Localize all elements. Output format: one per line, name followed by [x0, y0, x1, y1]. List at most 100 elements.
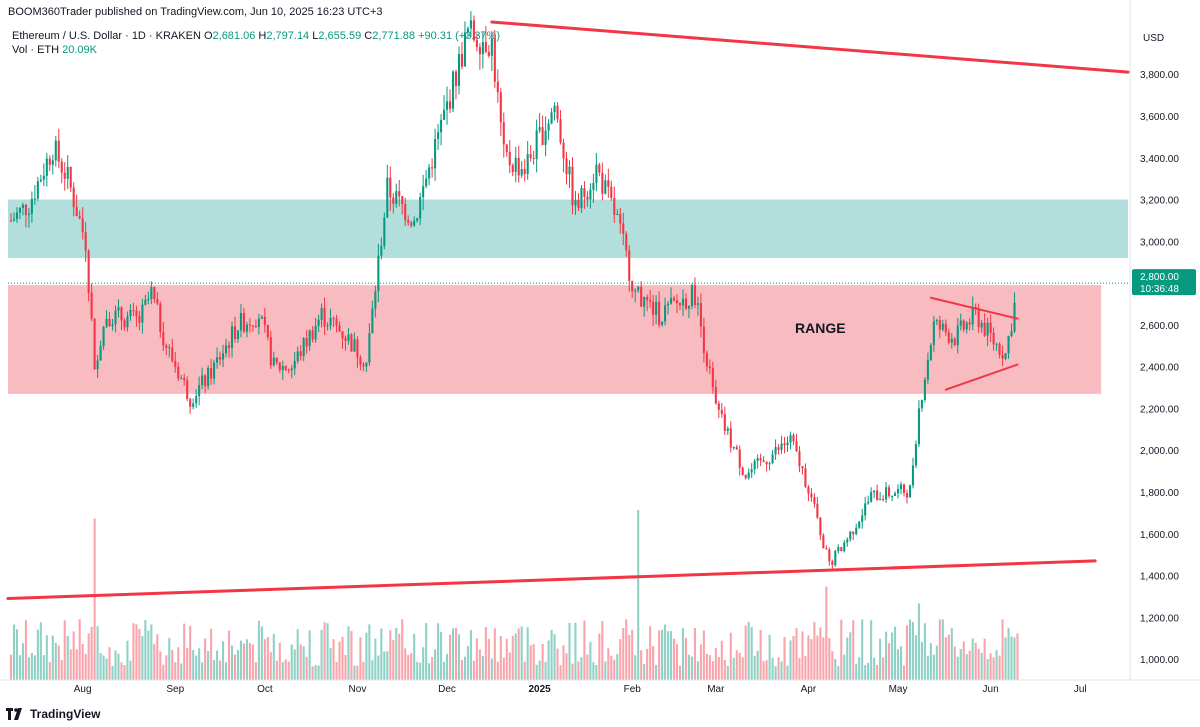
volume-bar [66, 635, 69, 680]
volume-bar [120, 662, 123, 680]
volume-bar [45, 635, 48, 680]
brand-name[interactable]: TradingView [30, 707, 101, 721]
candle-body [278, 362, 281, 371]
volume-bar [502, 657, 505, 680]
volume-bar [141, 636, 144, 680]
candle-body [747, 472, 750, 479]
volume-bar [571, 663, 574, 680]
volume-bar [15, 629, 19, 680]
volume-bar [484, 627, 487, 680]
y-tick-label: 1,200.00 [1140, 613, 1179, 624]
volume-bar [156, 634, 159, 680]
volume-bar [867, 662, 870, 680]
range-zone[interactable] [8, 285, 1102, 394]
candle-body [855, 527, 858, 535]
candle-body [771, 454, 774, 464]
volume-bar [404, 648, 407, 680]
candle-body [834, 550, 837, 566]
volume-bar [236, 649, 240, 680]
volume-bar [233, 654, 237, 680]
candle-body [577, 199, 580, 209]
candle-body [437, 132, 440, 140]
candle-body [574, 199, 577, 206]
candle-body [753, 460, 756, 470]
time-axis: Aug Sep Oct Nov Dec 2025 Feb Mar Apr May Jun Jul [74, 684, 1087, 695]
legend-symbol[interactable]: Ethereum / U.S. Dollar · 1D · KRAKEN [12, 30, 201, 42]
candle-body [655, 301, 658, 315]
legend-close-key: C [364, 30, 373, 42]
candle-body [165, 345, 168, 349]
volume-bar [658, 630, 661, 680]
upper-trendline[interactable] [490, 20, 1130, 74]
triangle-bottom[interactable] [944, 363, 1019, 391]
volume-bar [816, 635, 819, 680]
volume-bar [944, 637, 947, 680]
volume-bar [888, 643, 891, 680]
volume-bar [550, 629, 553, 680]
candle-body [965, 322, 968, 330]
volume-bar [39, 622, 42, 680]
lower-trendline[interactable] [6, 559, 1097, 601]
candle-body [867, 501, 870, 504]
candle-body [944, 323, 947, 333]
volume-bar [702, 630, 705, 680]
volume-bar [290, 644, 293, 680]
triangle-top[interactable] [929, 296, 1019, 320]
volume-bar [428, 663, 431, 680]
candle-body [998, 343, 1001, 355]
volume-bar [914, 635, 917, 680]
candle-body [914, 444, 917, 466]
candle-body [84, 232, 87, 251]
candle-body [899, 484, 903, 490]
volume-bar [317, 665, 320, 680]
volume-bar [965, 654, 968, 680]
candle-body [634, 290, 637, 292]
volume-bar [669, 631, 673, 680]
volume-bar [819, 627, 822, 680]
candle-body [93, 318, 96, 370]
volume-bar [870, 620, 873, 680]
candle-body [756, 458, 759, 461]
axis-currency[interactable]: USD [1143, 33, 1164, 44]
volume-bar [425, 623, 428, 680]
candle-body [66, 166, 69, 179]
candle-body [550, 112, 553, 124]
candle-body [493, 38, 496, 82]
candle-body [221, 353, 225, 360]
volume-bar [765, 660, 768, 680]
legend-volume-label[interactable]: Vol · ETH [12, 44, 60, 56]
volume-bar [27, 657, 30, 680]
volume-bar [245, 639, 248, 680]
candle-body [481, 42, 484, 55]
candle-body [332, 318, 335, 320]
candle-body [365, 362, 368, 367]
volume-bar [610, 655, 613, 680]
candle-body [705, 352, 708, 367]
volume-bar [207, 651, 210, 680]
volume-bar [78, 619, 81, 680]
volume-bar [792, 635, 795, 680]
candle-body [729, 428, 732, 448]
current-price-tag: 2,800.00 10:36:48 [1132, 269, 1196, 296]
supply-zone[interactable] [8, 199, 1128, 259]
candle-body [132, 310, 135, 312]
legend-close: 2,771.88 [372, 30, 416, 42]
candle-body [714, 386, 717, 404]
legend-volume: 20.09K [62, 44, 98, 56]
candle-body [350, 334, 353, 352]
candle-body [568, 166, 571, 175]
y-tick-label: 1,800.00 [1140, 488, 1179, 499]
volume-bar [362, 661, 365, 680]
current-price-value: 2,800.00 [1140, 272, 1179, 283]
candle-body [529, 154, 532, 158]
candle-body [825, 548, 828, 550]
volume-bar [717, 657, 720, 680]
range-annotation[interactable]: RANGE [795, 320, 846, 336]
volume-bar [84, 653, 87, 680]
candle-body [828, 549, 831, 562]
candle-body [631, 280, 634, 292]
candle-body [9, 220, 13, 222]
candle-body [520, 169, 523, 176]
candle-body [678, 303, 682, 306]
